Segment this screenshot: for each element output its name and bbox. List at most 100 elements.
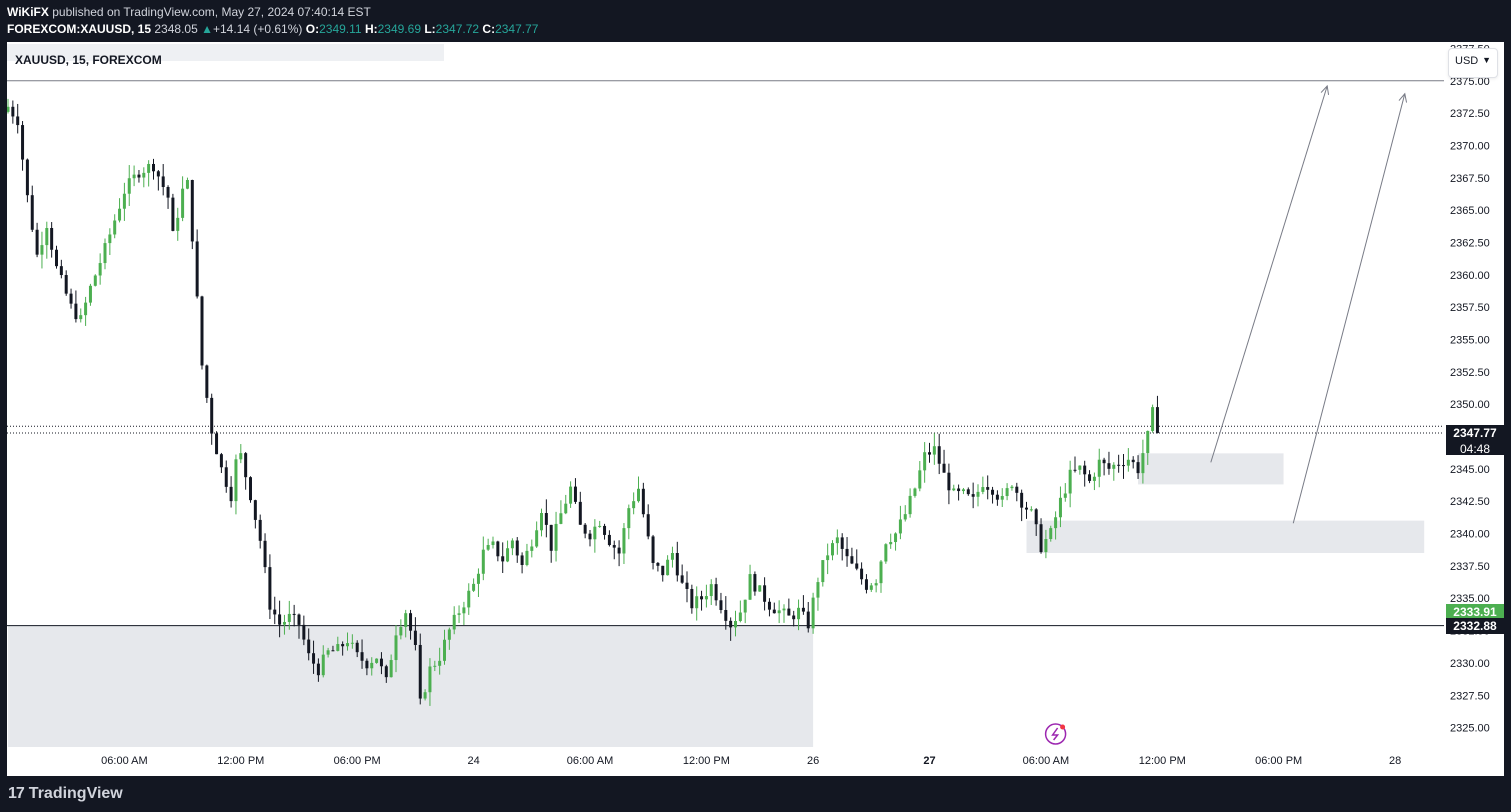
- candle-body: [166, 187, 170, 198]
- chart-legend-title: XAUUSD, 15, FOREXCOM: [15, 53, 162, 67]
- candle-body: [472, 583, 476, 591]
- candle-body: [462, 607, 466, 614]
- candle-body: [1054, 517, 1058, 529]
- candle-body: [486, 545, 490, 550]
- candle-body: [25, 159, 29, 196]
- candle-body: [113, 220, 117, 235]
- candle-body: [452, 614, 456, 630]
- candle-body: [399, 626, 403, 636]
- candle-body: [341, 644, 345, 647]
- price-tick-label: 2357.50: [1450, 302, 1490, 314]
- candle-body: [263, 540, 267, 568]
- candle-body: [661, 565, 665, 576]
- open-label: O:: [305, 22, 320, 36]
- candle-body: [360, 652, 364, 661]
- candle-body: [142, 172, 146, 178]
- candle-body: [152, 163, 155, 172]
- candle-body: [321, 654, 325, 676]
- candle-body: [481, 549, 485, 574]
- candle-body: [156, 171, 160, 177]
- price-tick-label: 2345.00: [1450, 464, 1490, 476]
- candle-body: [695, 596, 699, 609]
- time-tick-label: 06:00 AM: [567, 755, 613, 767]
- tradingview-logo[interactable]: 17 TradingView: [8, 785, 123, 803]
- candle-body: [447, 629, 451, 640]
- tradingview-mark-icon: 17: [8, 785, 25, 802]
- price-tick-label: 2327.50: [1450, 690, 1490, 702]
- candle-body: [35, 229, 39, 255]
- candle-body: [1029, 509, 1033, 511]
- candle-body: [617, 547, 621, 554]
- candle-body: [302, 624, 306, 640]
- current-price-label: 2347.77 04:48: [1446, 425, 1504, 456]
- candle-body: [16, 116, 20, 126]
- candle-body: [350, 642, 354, 644]
- publish-header: WiKiFX published on TradingView.com, May…: [0, 0, 1511, 42]
- candle-body: [176, 217, 180, 231]
- candle-body: [59, 266, 63, 276]
- chart-pane[interactable]: 2325.002327.502330.002332.502335.002337.…: [7, 42, 1504, 776]
- tradingview-logo-text: TradingView: [28, 785, 123, 802]
- low-value: 2347.72: [435, 22, 480, 36]
- candle-body: [918, 470, 922, 489]
- candle-body: [573, 486, 577, 502]
- candle-body: [821, 560, 825, 583]
- price-tick-label: 2365.00: [1450, 205, 1490, 217]
- price-tick-label: 2360.00: [1450, 270, 1490, 282]
- candle-body: [593, 526, 597, 540]
- candle-body: [1097, 459, 1101, 477]
- candle-body: [986, 487, 990, 490]
- candle-body: [777, 610, 781, 614]
- currency-button[interactable]: USD ▼: [1448, 48, 1498, 78]
- candle-body: [491, 541, 495, 546]
- legend-band: [7, 44, 444, 61]
- candle-body: [1058, 497, 1062, 518]
- candle-body: [40, 245, 44, 255]
- candle-body: [423, 692, 427, 699]
- candle-body: [675, 553, 679, 576]
- candle-body: [535, 530, 539, 547]
- candle-body: [249, 477, 252, 501]
- candle-body: [734, 621, 737, 628]
- candle-body: [525, 550, 529, 566]
- candle-body: [670, 553, 674, 560]
- candle-body: [816, 582, 820, 598]
- candle-body: [559, 513, 563, 524]
- candle-body: [991, 489, 995, 495]
- candle-body: [45, 228, 49, 246]
- candle-body: [98, 263, 102, 276]
- arrow-head: [1398, 92, 1408, 103]
- candle-body: [404, 613, 408, 627]
- time-tick-label: 06:00 AM: [101, 755, 147, 767]
- candle-body: [792, 615, 796, 620]
- price-tick-label: 2337.50: [1450, 561, 1490, 573]
- candle-body: [651, 536, 655, 563]
- candle-body: [239, 453, 243, 460]
- candle-body: [923, 452, 927, 471]
- price-tick-label: 2370.00: [1450, 140, 1490, 152]
- time-tick-label: 12:00 PM: [1139, 755, 1186, 767]
- candle-body: [467, 590, 471, 608]
- candle-body: [316, 663, 320, 676]
- candle-body: [389, 660, 393, 678]
- candle-body: [772, 609, 776, 614]
- candle-body: [797, 607, 801, 620]
- candle-body: [278, 614, 282, 625]
- candle-body: [506, 548, 510, 562]
- price-chart[interactable]: 2325.002327.502330.002332.502335.002337.…: [7, 42, 1504, 776]
- candle-body: [612, 545, 616, 548]
- candle-body: [646, 514, 650, 537]
- candle-body: [1010, 486, 1014, 489]
- open-value: 2349.11: [319, 22, 362, 36]
- candle-body: [11, 106, 15, 117]
- candle-body: [966, 489, 970, 495]
- candle-body: [928, 452, 931, 455]
- candle-body: [544, 513, 548, 525]
- candle-body: [894, 533, 898, 543]
- high-label: H:: [364, 22, 378, 36]
- candle-body: [666, 559, 670, 576]
- candle-body: [476, 573, 480, 584]
- symbol-label: FOREXCOM:XAUUSD, 15: [7, 22, 152, 36]
- candle-body: [312, 653, 316, 664]
- candle-body: [763, 585, 767, 602]
